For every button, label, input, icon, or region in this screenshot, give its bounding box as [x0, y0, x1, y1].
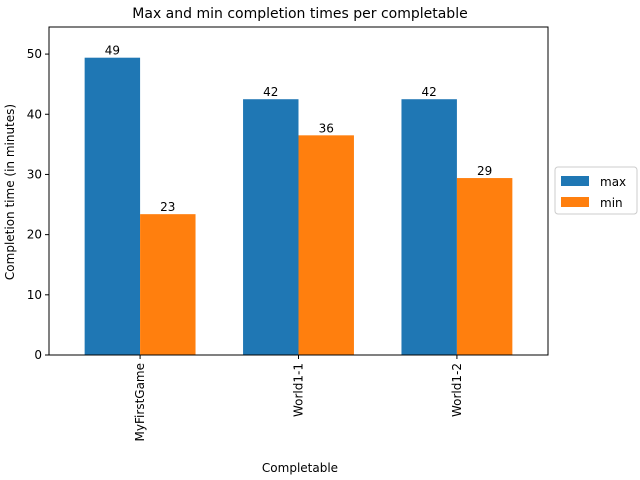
bar-max-2 [401, 99, 457, 355]
data-label-max-2: 42 [422, 85, 437, 99]
plot-area: 49 42 42 23 36 29 0 10 20 30 40 50 MyFirstGame World1… [27, 26, 549, 441]
legend-swatch-min [561, 197, 589, 207]
legend-swatch-max [561, 176, 589, 186]
data-label-min-0: 23 [160, 200, 175, 214]
y-tick-label-0: 0 [34, 348, 42, 362]
legend-label-min: min [600, 196, 623, 210]
data-label-min-1: 36 [319, 121, 334, 135]
bar-min-0 [140, 214, 196, 355]
data-label-max-1: 42 [263, 85, 278, 99]
y-tick-label-2: 20 [27, 228, 42, 242]
x-tick-label-1: World1-1 [292, 363, 306, 417]
data-label-max-0: 49 [105, 44, 120, 58]
bar-max-1 [243, 99, 299, 355]
bar-min-2 [456, 178, 513, 355]
chart-title: Max and min completion times per complet… [132, 6, 467, 22]
data-label-min-2: 29 [477, 164, 492, 178]
y-tick-label-5: 50 [27, 47, 42, 61]
legend-label-max: max [600, 175, 626, 189]
y-tick-label-1: 10 [27, 288, 42, 302]
bar-min-1 [298, 135, 354, 355]
x-axis-label: Completable [262, 461, 338, 475]
x-tick-label-0: MyFirstGame [133, 363, 147, 441]
legend: max min [554, 166, 638, 215]
y-tick-label-3: 30 [27, 167, 42, 181]
bar-max-0 [84, 57, 141, 356]
y-tick-label-4: 40 [27, 107, 42, 121]
x-tick-label-2: World1-2 [450, 363, 464, 417]
y-axis-label: Completion time (in minutes) [3, 104, 17, 280]
